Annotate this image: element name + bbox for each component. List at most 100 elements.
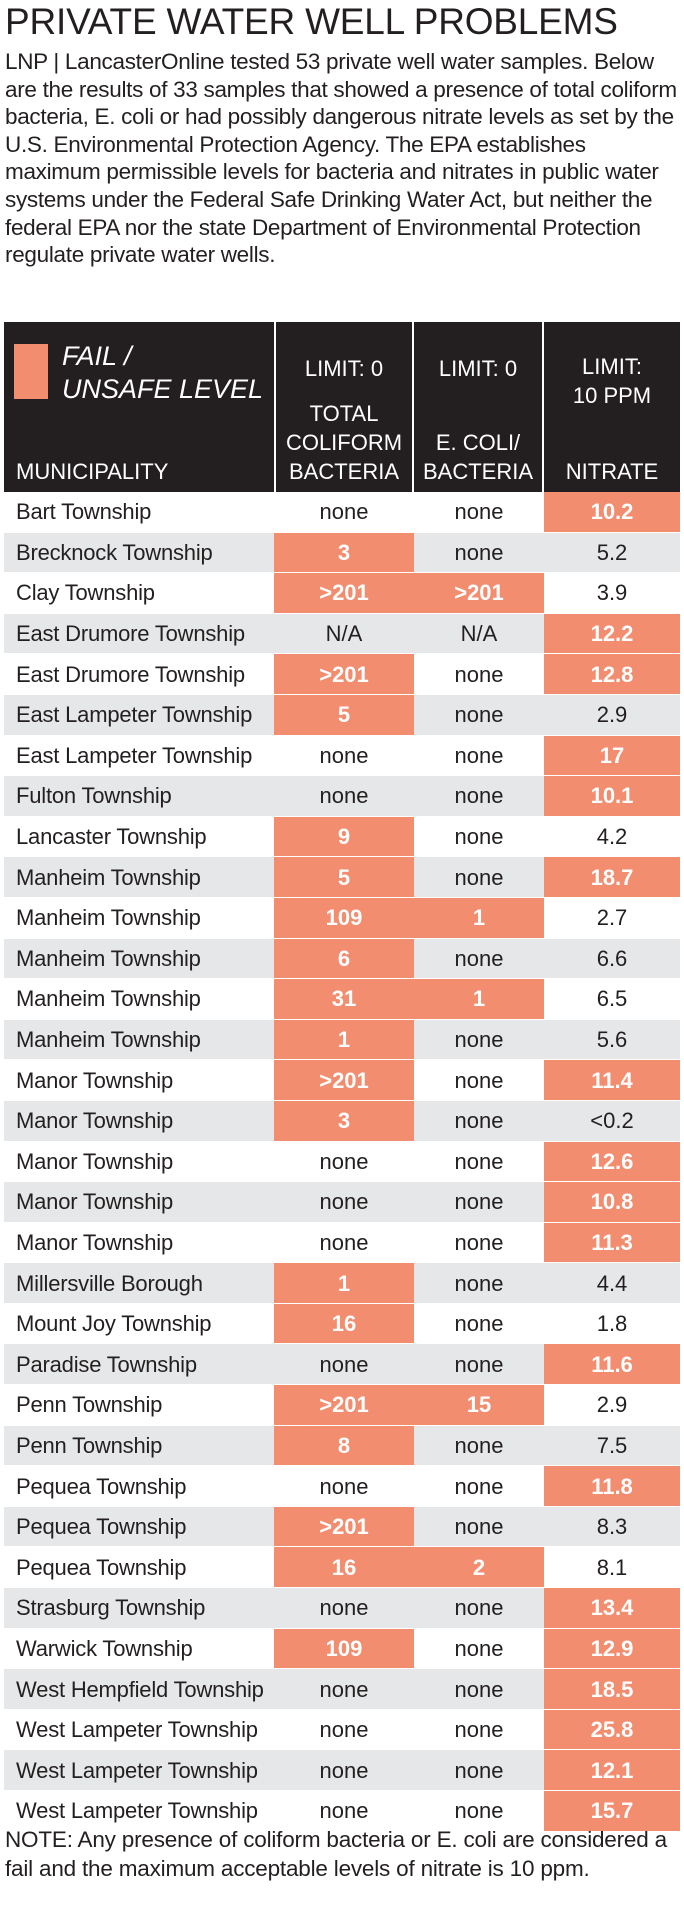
- ecoli-cell: none: [454, 1067, 504, 1093]
- row-divider: [4, 1181, 680, 1183]
- nitrate-cell: 4.2: [596, 824, 628, 850]
- nitrate-cell: 18.5: [544, 1669, 680, 1710]
- ecoli-cell: none: [454, 1514, 504, 1540]
- row-divider: [4, 1221, 680, 1223]
- coliform-cell: 5: [274, 694, 414, 736]
- ecoli-cell: none: [454, 1311, 504, 1337]
- ecoli-cell: >201: [414, 573, 544, 614]
- nitrate-cell: 11.3: [544, 1222, 680, 1264]
- row-divider: [4, 1546, 680, 1548]
- nitrate-cell: 12.1: [544, 1750, 680, 1791]
- ecoli-cell: none: [454, 661, 504, 687]
- nitrate-cell: 12.2: [544, 613, 680, 655]
- ecoli-cell: 15: [414, 1385, 544, 1426]
- municipality-cell: Millersville Borough: [16, 1270, 203, 1296]
- municipality-cell: Manheim Township: [16, 1027, 201, 1053]
- nitrate-cell: 10.8: [544, 1182, 680, 1223]
- coliform-header: LIMIT: 0 TOTAL COLIFORM BACTERIA: [274, 322, 414, 492]
- table-row: Pequea Township none none 11.8: [4, 1466, 680, 1507]
- table-row: Manheim Township 5 none 18.7: [4, 857, 680, 898]
- fail-legend-swatch: [14, 344, 48, 399]
- nitrate-cell: 6.6: [596, 945, 628, 971]
- page-title: PRIVATE WATER WELL PROBLEMS: [5, 1, 618, 42]
- table-row: Manheim Township 109 1 2.7: [4, 897, 680, 939]
- municipality-cell: Fulton Township: [16, 783, 172, 809]
- ecoli-cell: none: [454, 824, 504, 850]
- municipality-cell: Paradise Township: [16, 1351, 197, 1377]
- coliform-cell: none: [319, 1148, 369, 1174]
- coliform-cell: none: [319, 1717, 369, 1743]
- nitrate-label: NITRATE: [565, 459, 659, 484]
- municipality-cell: Pequea Township: [16, 1554, 187, 1580]
- coliform-cell: >201: [274, 1506, 414, 1548]
- row-divider: [4, 1099, 680, 1101]
- ecoli-limit: LIMIT: 0: [438, 356, 518, 381]
- ecoli-label: E. COLI/ BACTERIA: [414, 428, 542, 486]
- table-row: Manor Township none none 10.8: [4, 1182, 680, 1223]
- nitrate-cell: 2.7: [596, 905, 628, 931]
- coliform-cell: 1: [274, 1263, 414, 1304]
- row-divider: [4, 1302, 680, 1304]
- coliform-cell: 9: [274, 816, 414, 858]
- municipality-cell: Manor Township: [16, 1189, 173, 1215]
- coliform-cell: >201: [274, 654, 414, 695]
- coliform-cell: 3: [274, 532, 414, 574]
- row-divider: [4, 1140, 680, 1142]
- row-divider: [4, 1505, 680, 1507]
- fail-legend-label: FAIL / UNSAFE LEVEL: [62, 340, 272, 406]
- row-divider: [4, 775, 680, 777]
- municipality-cell: West Hempfield Township: [16, 1676, 264, 1702]
- ecoli-label-line-2: BACTERIA: [422, 459, 534, 484]
- coliform-cell: 6: [274, 938, 414, 980]
- municipality-cell: Manheim Township: [16, 986, 201, 1012]
- coliform-cell: 109: [274, 897, 414, 939]
- ecoli-cell: none: [454, 945, 504, 971]
- table-row: Manheim Township 6 none 6.6: [4, 938, 680, 980]
- ecoli-cell: 1: [414, 897, 544, 939]
- table-row: Clay Township >201 >201 3.9: [4, 573, 680, 614]
- coliform-cell: none: [319, 742, 369, 768]
- coliform-cell: none: [319, 1229, 369, 1255]
- municipality-cell: East Drumore Township: [16, 621, 245, 647]
- table-row: Millersville Borough 1 none 4.4: [4, 1263, 680, 1304]
- table-row: West Lampeter Township none none 12.1: [4, 1750, 680, 1791]
- municipality-cell: East Lampeter Township: [16, 742, 253, 768]
- nitrate-cell: 4.4: [596, 1270, 628, 1296]
- table-row: Warwick Township 109 none 12.9: [4, 1628, 680, 1670]
- coliform-cell: 5: [274, 857, 414, 898]
- table-row: Bart Township none none 10.2: [4, 492, 680, 533]
- coliform-cell: none: [319, 1798, 369, 1824]
- municipality-cell: Manor Township: [16, 1067, 173, 1093]
- coliform-cell: none: [319, 1757, 369, 1783]
- nitrate-cell: 5.6: [596, 1027, 628, 1053]
- nitrate-cell: 2.9: [596, 702, 628, 728]
- nitrate-cell: 13.4: [544, 1588, 680, 1629]
- nitrate-cell: 10.1: [544, 776, 680, 817]
- table-row: Pequea Township >201 none 8.3: [4, 1506, 680, 1548]
- table-row: Paradise Township none none 11.6: [4, 1344, 680, 1386]
- nitrate-cell: 5.2: [596, 539, 628, 565]
- nitrate-cell: 25.8: [544, 1709, 680, 1751]
- row-divider: [4, 1343, 680, 1345]
- ecoli-cell: N/A: [460, 621, 498, 647]
- municipality-cell: Pequea Township: [16, 1514, 187, 1540]
- municipality-cell: Manor Township: [16, 1108, 173, 1134]
- nitrate-cell: 10.2: [544, 492, 680, 533]
- municipality-cell: Strasburg Township: [16, 1595, 206, 1621]
- table-row: West Lampeter Township none none 25.8: [4, 1709, 680, 1751]
- nitrate-cell: 11.8: [544, 1466, 680, 1507]
- coliform-label-line-1: TOTAL: [309, 401, 379, 426]
- row-divider: [4, 856, 680, 858]
- municipality-cell: West Lampeter Township: [16, 1798, 258, 1824]
- nitrate-limit-line-2: 10 PPM: [572, 383, 652, 408]
- ecoli-cell: none: [454, 499, 504, 525]
- ecoli-cell: none: [454, 1635, 504, 1661]
- municipality-cell: Pequea Township: [16, 1473, 187, 1499]
- coliform-cell: none: [319, 499, 369, 525]
- nitrate-cell: 12.8: [544, 654, 680, 695]
- nitrate-header: LIMIT: 10 PPM NITRATE: [544, 322, 680, 492]
- ecoli-cell: none: [454, 1270, 504, 1296]
- table-row: Pequea Township 16 2 8.1: [4, 1547, 680, 1589]
- table-row: East Drumore Township >201 none 12.8: [4, 654, 680, 695]
- table-row: Manor Township >201 none 11.4: [4, 1060, 680, 1101]
